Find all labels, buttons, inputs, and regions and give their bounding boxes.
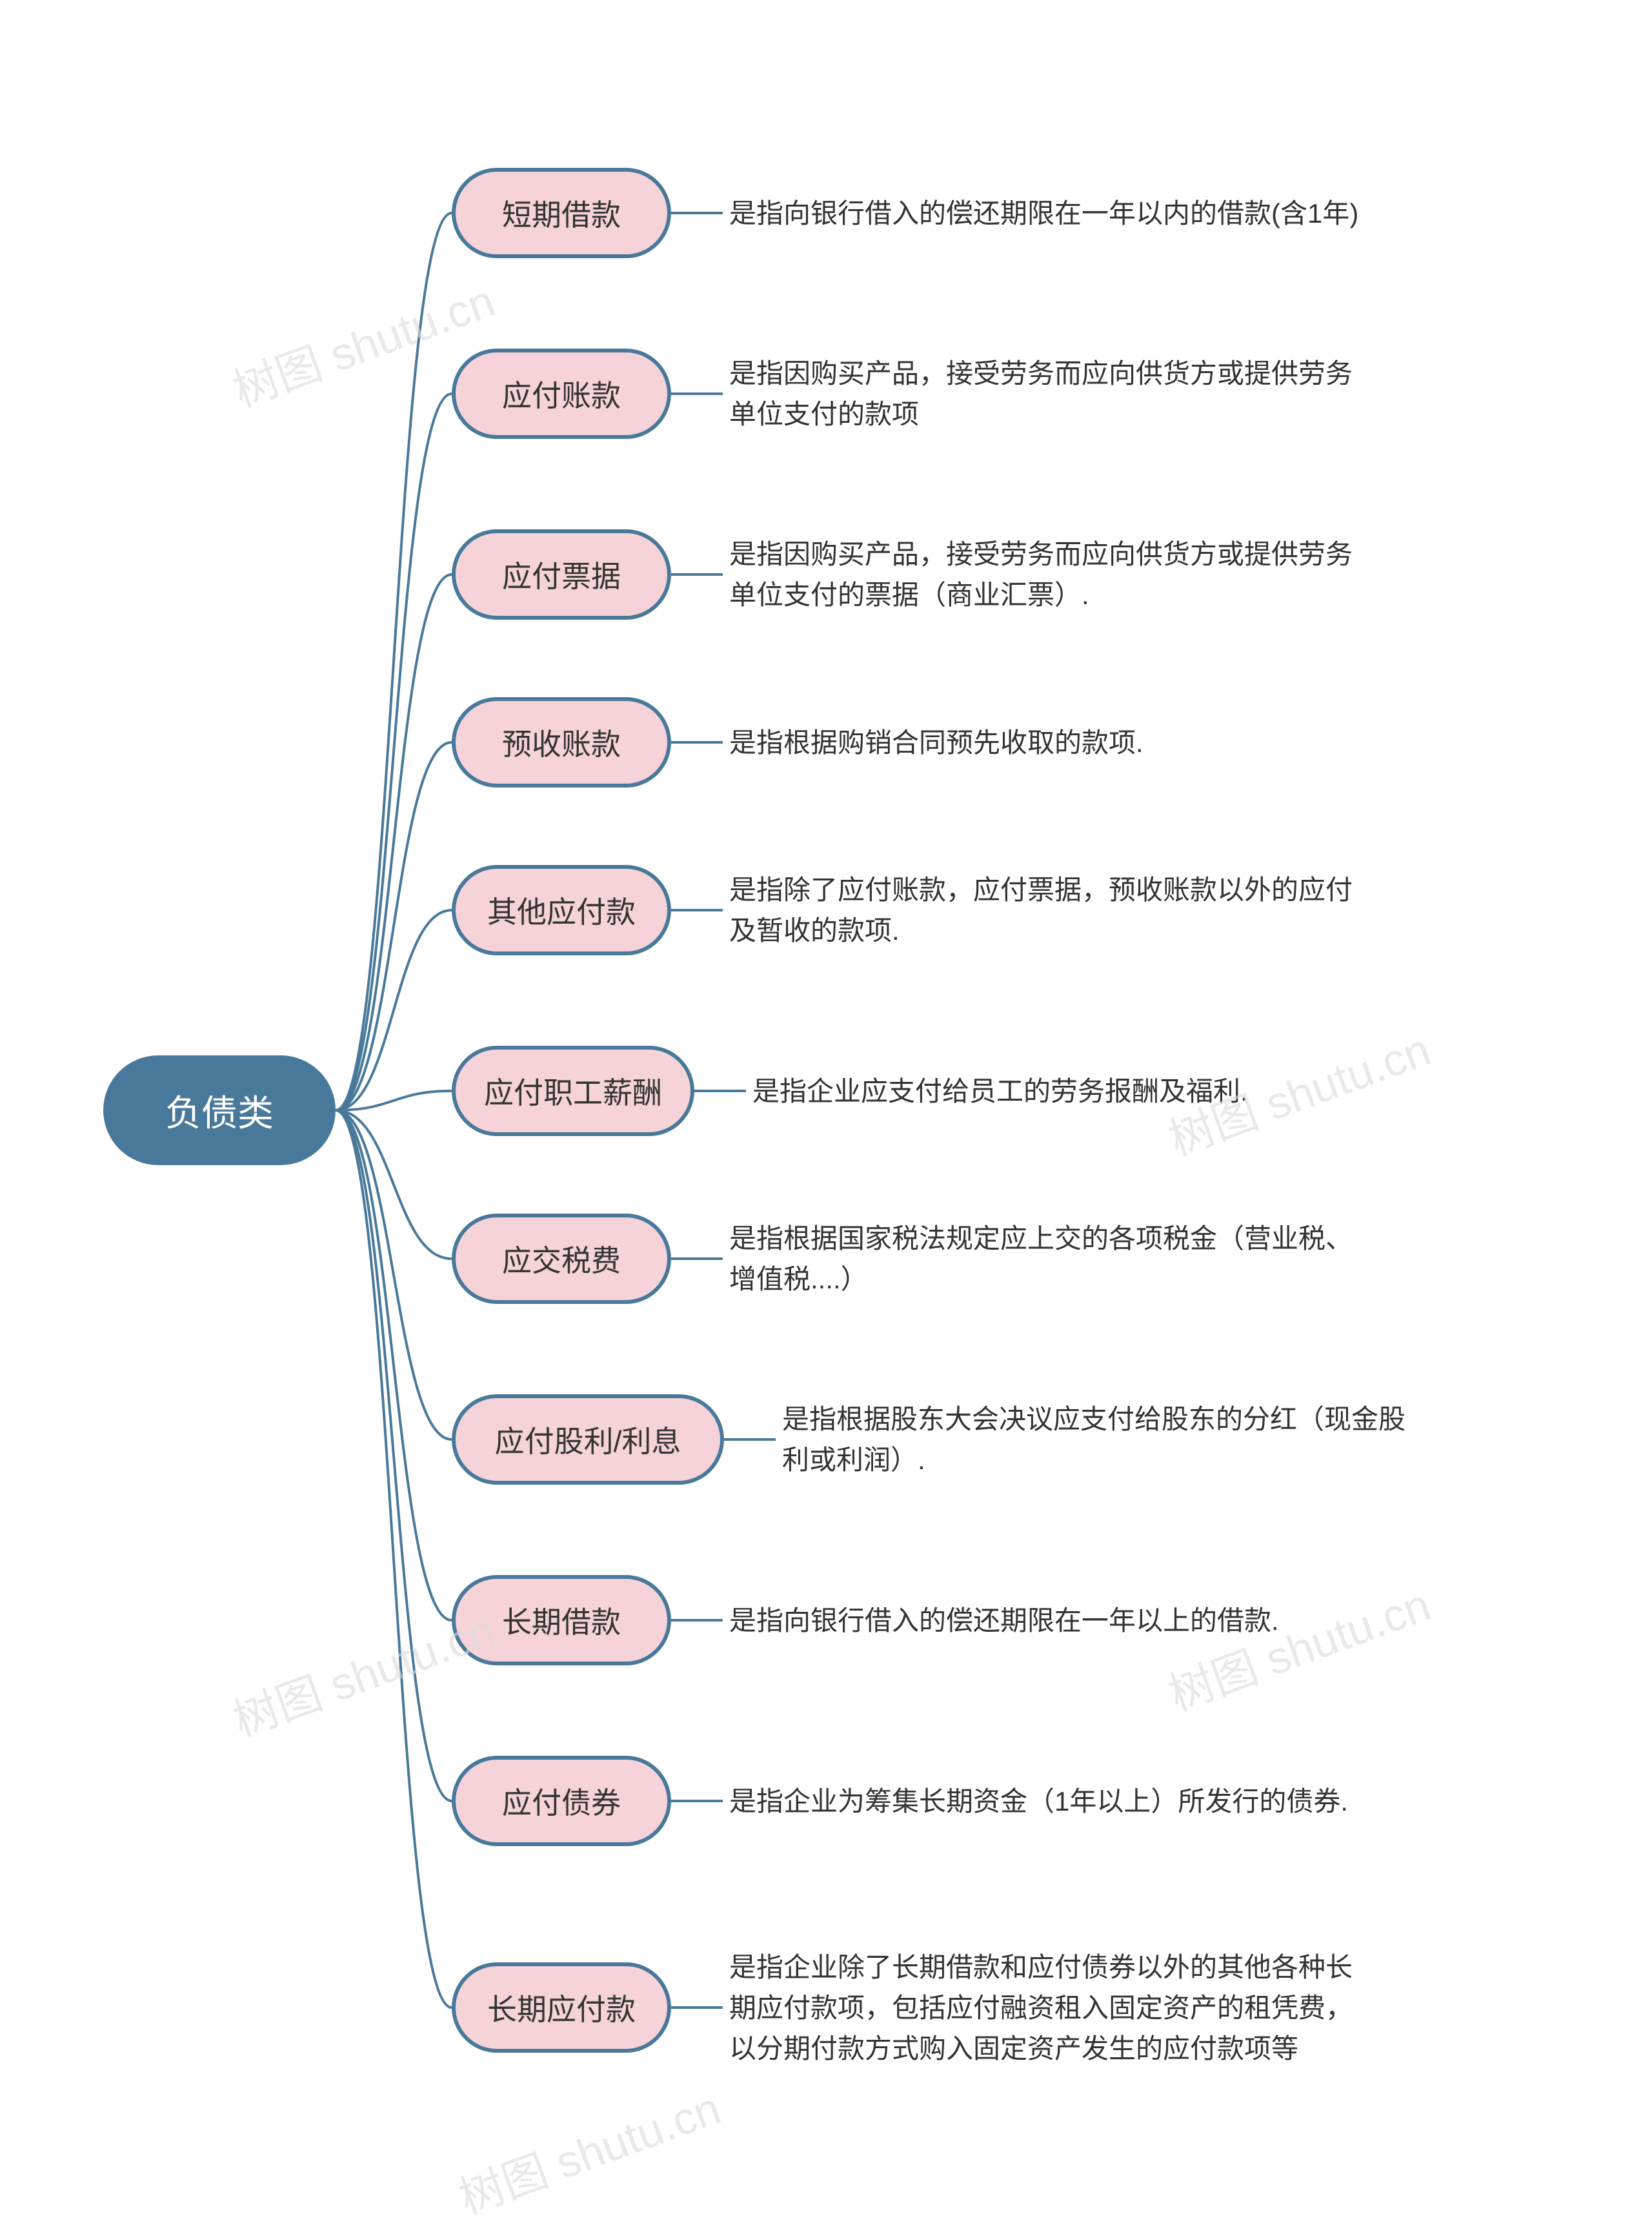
connector-root-b10 xyxy=(336,1110,452,2008)
leaf-text: 是指除了应付账款，应付票据，预收账款以外的应付及暂收的款项. xyxy=(729,869,1362,951)
branch-node-b7[interactable]: 应付股利/利息 xyxy=(452,1394,724,1485)
connector-root-b0 xyxy=(336,213,452,1110)
leaf-node-b7: 是指根据股东大会决议应支付给股东的分红（现金股利或利润）. xyxy=(782,1399,1415,1480)
branch-node-b4[interactable]: 其他应付款 xyxy=(452,865,671,955)
connector-root-b3 xyxy=(336,742,452,1110)
leaf-text: 是指根据股东大会决议应支付给股东的分红（现金股利或利润）. xyxy=(782,1399,1415,1480)
leaf-node-b2: 是指因购买产品，接受劳务而应向供货方或提供劳务单位支付的票据（商业汇票）. xyxy=(729,534,1362,615)
branch-label: 应付票据 xyxy=(502,553,621,596)
connector-root-b9 xyxy=(336,1110,452,1801)
branch-node-b1[interactable]: 应付账款 xyxy=(452,349,671,439)
leaf-node-b8: 是指向银行借入的偿还期限在一年以上的借款. xyxy=(729,1600,1279,1641)
branch-node-b6[interactable]: 应交税费 xyxy=(452,1214,671,1304)
leaf-node-b6: 是指根据国家税法规定应上交的各项税金（营业税、增值税....） xyxy=(729,1218,1362,1299)
branch-label: 应付账款 xyxy=(502,372,621,415)
connector-root-b6 xyxy=(336,1110,452,1259)
branch-node-b8[interactable]: 长期借款 xyxy=(452,1575,671,1665)
leaf-node-b9: 是指企业为筹集长期资金（1年以上）所发行的债券. xyxy=(729,1781,1348,1822)
branch-node-b5[interactable]: 应付职工薪酬 xyxy=(452,1046,694,1136)
leaf-text: 是指企业除了长期借款和应付债券以外的其他各种长期应付款项，包括应付融资租入固定资… xyxy=(729,1947,1362,2069)
branch-label: 预收账款 xyxy=(502,721,621,764)
leaf-node-b10: 是指企业除了长期借款和应付债券以外的其他各种长期应付款项，包括应付融资租入固定资… xyxy=(729,1947,1362,2069)
connector-root-b4 xyxy=(336,910,452,1110)
branch-label: 应付股利/利息 xyxy=(495,1418,681,1461)
leaf-node-b0: 是指向银行借入的偿还期限在一年以内的借款(含1年) xyxy=(729,193,1358,234)
leaf-text: 是指根据国家税法规定应上交的各项税金（营业税、增值税....） xyxy=(729,1218,1362,1299)
leaf-text: 是指企业为筹集长期资金（1年以上）所发行的债券. xyxy=(729,1781,1348,1822)
branch-label: 长期应付款 xyxy=(487,1986,636,2029)
leaf-node-b4: 是指除了应付账款，应付票据，预收账款以外的应付及暂收的款项. xyxy=(729,869,1362,951)
branch-node-b0[interactable]: 短期借款 xyxy=(452,168,671,258)
leaf-node-b5: 是指企业应支付给员工的劳务报酬及福利. xyxy=(752,1071,1248,1112)
leaf-text: 是指向银行借入的偿还期限在一年以内的借款(含1年) xyxy=(729,193,1358,234)
branch-label: 应付债券 xyxy=(502,1780,621,1822)
leaf-text: 是指根据购销合同预先收取的款项. xyxy=(729,722,1143,763)
branch-label: 长期借款 xyxy=(502,1599,621,1642)
branch-node-b2[interactable]: 应付票据 xyxy=(452,529,671,620)
branch-node-b9[interactable]: 应付债券 xyxy=(452,1756,671,1846)
leaf-text: 是指企业应支付给员工的劳务报酬及福利. xyxy=(752,1071,1248,1112)
leaf-node-b3: 是指根据购销合同预先收取的款项. xyxy=(729,722,1143,763)
leaf-text: 是指因购买产品，接受劳务而应向供货方或提供劳务单位支付的票据（商业汇票）. xyxy=(729,534,1362,615)
connector-root-b1 xyxy=(336,394,452,1110)
branch-label: 应付职工薪酬 xyxy=(484,1070,662,1112)
watermark: 树图 shutu.cn xyxy=(1159,1569,1438,1724)
connector-root-b7 xyxy=(336,1110,452,1439)
watermark: 树图 shutu.cn xyxy=(449,2073,729,2227)
connector-root-b2 xyxy=(336,575,452,1110)
branch-label: 其他应付款 xyxy=(487,889,636,931)
root-node[interactable]: 负债类 xyxy=(103,1055,336,1165)
leaf-text: 是指因购买产品，接受劳务而应向供货方或提供劳务单位支付的款项 xyxy=(729,353,1362,434)
root-label: 负债类 xyxy=(165,1084,274,1137)
connector-root-b8 xyxy=(336,1110,452,1620)
mindmap-canvas: 负债类短期借款是指向银行借入的偿还期限在一年以内的借款(含1年)应付账款是指因购… xyxy=(0,0,1652,2176)
branch-label: 短期借款 xyxy=(502,192,621,234)
connector-root-b5 xyxy=(336,1091,452,1110)
branch-label: 应交税费 xyxy=(502,1237,621,1280)
branch-node-b10[interactable]: 长期应付款 xyxy=(452,1962,671,2053)
leaf-node-b1: 是指因购买产品，接受劳务而应向供货方或提供劳务单位支付的款项 xyxy=(729,353,1362,434)
leaf-text: 是指向银行借入的偿还期限在一年以上的借款. xyxy=(729,1600,1279,1641)
branch-node-b3[interactable]: 预收账款 xyxy=(452,697,671,788)
